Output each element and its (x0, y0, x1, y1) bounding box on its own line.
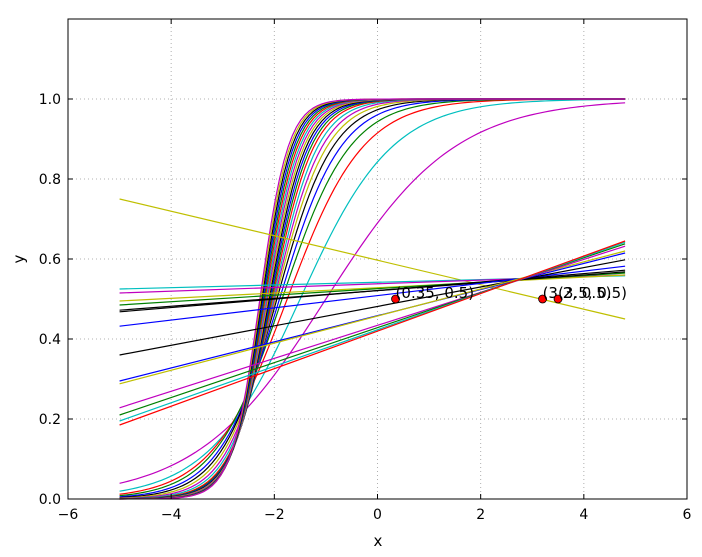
y-tick-label: 1.0 (39, 92, 61, 108)
sigmoid-series-line (119, 98, 626, 500)
data-point-marker (553, 294, 563, 304)
x-axis-title: x (374, 532, 383, 550)
x-tick-label: 2 (476, 507, 485, 523)
series-lines (119, 98, 626, 500)
linear-series-line (119, 269, 626, 313)
x-tick-label: 0 (373, 507, 382, 523)
x-tick-label: 4 (579, 507, 588, 523)
linear-series-line (119, 259, 626, 356)
sigmoid-series-line (119, 98, 626, 492)
y-tick-label: 0.2 (39, 412, 61, 428)
linear-series-line (119, 274, 626, 302)
x-tick-label: −4 (161, 507, 182, 523)
y-tick-label: 0.4 (39, 332, 61, 348)
y-axis-title: y (10, 254, 28, 263)
linear-series-line (119, 240, 626, 426)
data-point-label: (0.35, 0.5) (396, 284, 475, 302)
x-tick-label: 6 (683, 507, 692, 523)
y-tick-label: 0.6 (39, 252, 61, 268)
y-tick-label: 0.0 (39, 492, 61, 508)
linear-series-line (119, 245, 626, 409)
data-point-marker (538, 294, 547, 304)
axis-ticks: −6 −4 −2 0 2 4 6 0.0 0.2 0.4 0.6 0.8 1.0 (39, 19, 692, 523)
x-tick-label: −6 (58, 507, 79, 523)
y-tick-label: 0.8 (39, 172, 61, 188)
data-points: (0.35, 0.5) (3.2, 0.5)(3.5, 0.5) (391, 284, 627, 304)
data-point-marker (391, 294, 400, 304)
sigmoid-series-line (119, 102, 626, 484)
x-tick-label: −2 (264, 507, 285, 523)
data-point-label: (3.5, 0.5) (558, 284, 627, 302)
